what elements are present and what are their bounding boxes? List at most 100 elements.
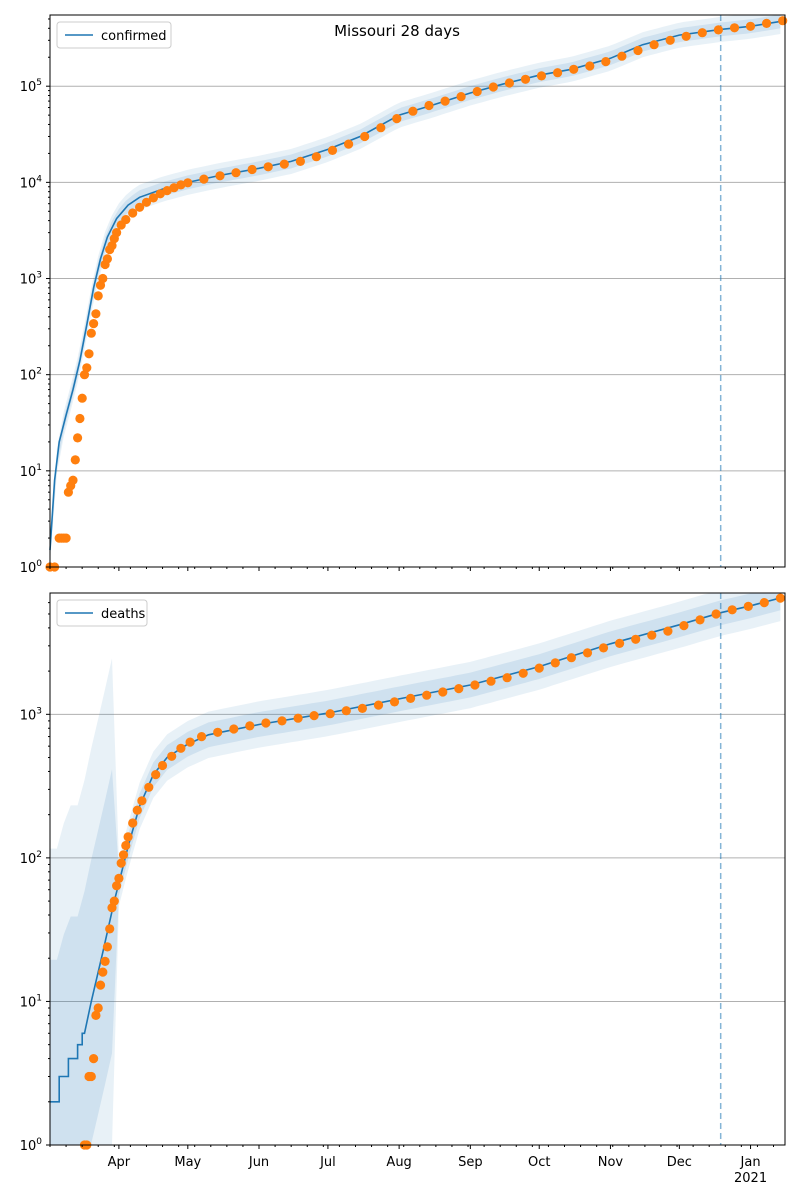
deaths-point: [727, 605, 737, 615]
confirmed-point: [135, 202, 145, 212]
deaths-gridlines: [50, 713, 785, 1002]
deaths-point: [128, 818, 138, 828]
deaths-y-tick-exponent: 1: [36, 993, 42, 1003]
deaths-point: [95, 980, 106, 990]
deaths-point: [167, 751, 177, 761]
deaths-legend-label: deaths: [101, 607, 146, 622]
deaths-point: [663, 626, 673, 636]
deaths-point: [123, 832, 133, 842]
confirmed-point: [82, 363, 92, 373]
deaths-point: [98, 967, 108, 977]
deaths-point: [470, 680, 480, 690]
deaths-point: [695, 615, 705, 625]
confirmed-point: [697, 28, 707, 38]
deaths-point: [550, 658, 560, 668]
confirmed-point: [75, 413, 85, 424]
deaths-point: [647, 630, 657, 640]
deaths-point: [598, 643, 609, 653]
x-axis-year-label: 2021: [734, 1171, 767, 1186]
confirmed-point: [424, 100, 434, 111]
confirmed-point: [121, 215, 131, 225]
confirmed-point: [488, 82, 498, 92]
deaths-y-tick-exponent: 0: [36, 1137, 42, 1147]
confirmed-observed-points: [45, 16, 788, 572]
confirmed-point: [247, 164, 257, 175]
confirmed-point: [585, 61, 595, 71]
deaths-point: [86, 1071, 96, 1082]
confirmed-y-tick-exponent: 4: [36, 174, 42, 184]
confirmed-point: [729, 23, 740, 33]
confirmed-point: [472, 86, 482, 97]
confirmed-point: [73, 433, 83, 443]
deaths-point: [114, 873, 124, 884]
x-tick-label: Jan: [740, 1155, 761, 1170]
deaths-point: [615, 638, 625, 649]
confirmed-point: [128, 208, 138, 218]
confirmed-point: [376, 123, 386, 133]
x-axis-tick-labels: Apr May Jun Jul Aug Sep Oct Nov Dec Jan: [108, 1155, 761, 1170]
deaths-point: [100, 956, 110, 967]
confirmed-point: [148, 193, 158, 203]
deaths-point: [631, 634, 641, 644]
confirmed-point: [86, 328, 96, 338]
deaths-point: [502, 673, 512, 683]
confirmed-point: [102, 254, 112, 264]
confirmed-point: [617, 51, 627, 61]
x-tick-label: Apr: [108, 1155, 131, 1170]
deaths-point: [93, 1003, 103, 1013]
deaths-point: [176, 743, 186, 753]
deaths-point: [105, 924, 115, 934]
deaths-point: [185, 737, 195, 747]
confirmed-legend: confirmed: [56, 21, 172, 49]
confirmed-point: [601, 57, 611, 67]
confirmed-point: [456, 92, 466, 102]
deaths-point: [534, 663, 544, 673]
deaths-point: [229, 724, 239, 734]
deaths-line: [50, 595, 786, 1103]
confirmed-point: [183, 178, 193, 188]
confirmed-point: [68, 475, 78, 485]
deaths-point: [518, 668, 528, 678]
deaths-model-line: [50, 595, 786, 1103]
confirmed-point: [665, 35, 675, 45]
confirmed-point: [93, 291, 103, 301]
deaths-point: [325, 709, 335, 719]
x-tick-label: May: [174, 1155, 201, 1170]
deaths-point: [438, 687, 448, 697]
deaths-point: [109, 896, 119, 906]
deaths-y-tick-exponent: 2: [36, 850, 42, 860]
deaths-point: [422, 690, 432, 700]
deaths-point: [261, 718, 271, 728]
x-tick-label: Dec: [667, 1155, 692, 1170]
deaths-point: [112, 881, 122, 891]
confirmed-point: [77, 393, 87, 403]
deaths-point: [679, 621, 689, 631]
confirmed-point: [745, 21, 756, 31]
confirmed-point: [633, 45, 643, 56]
deaths-point: [582, 648, 593, 658]
confirmed-point: [520, 74, 531, 84]
deaths-point: [743, 601, 753, 612]
deaths-point: [116, 858, 126, 868]
deaths-point: [309, 711, 319, 721]
figure-title: Missouri 28 days: [334, 22, 460, 40]
confirmed-point: [408, 106, 418, 116]
x-tick-label: Aug: [386, 1155, 411, 1170]
deaths-point: [157, 760, 168, 771]
confirmed-point: [112, 228, 122, 238]
deaths-legend-box: [56, 599, 148, 627]
confirmed-point: [91, 309, 101, 319]
deaths-point: [277, 716, 287, 726]
x-tick-label: Jun: [248, 1155, 269, 1170]
deaths-point: [759, 598, 769, 608]
confirmed-gridlines: [50, 85, 785, 472]
confirmed-point: [553, 68, 563, 78]
confirmed-point: [141, 197, 152, 207]
confirmed-y-tick-exponent: 1: [36, 463, 42, 473]
deaths-point: [137, 796, 147, 806]
deaths-point: [566, 653, 577, 663]
confirmed-point: [681, 31, 691, 41]
deaths-point: [711, 609, 721, 619]
